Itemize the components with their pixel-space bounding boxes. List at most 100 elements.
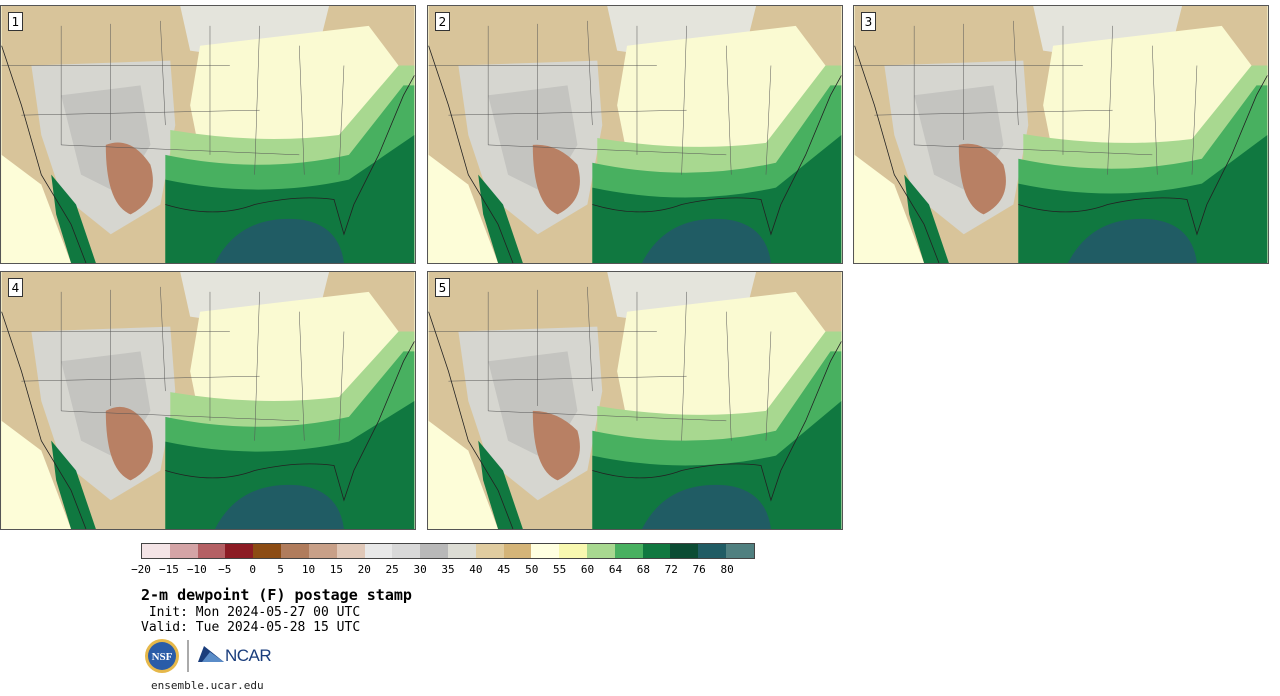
east-gulf-coastline [165, 341, 415, 502]
very-dry-region [958, 143, 1006, 215]
pacific-ocean [854, 154, 925, 263]
colorbar-cell [587, 544, 615, 558]
baja-moisture [478, 440, 523, 529]
ncar-logo-text: NCAR [225, 646, 272, 665]
pacific-ocean [428, 420, 499, 529]
colorbar-tick-label: 25 [385, 563, 399, 576]
state-boundaries [428, 20, 772, 175]
colorbar-tick-label: 40 [469, 563, 483, 576]
colorbar-tick-label: 76 [692, 563, 706, 576]
colorbar-tick-label: 30 [413, 563, 427, 576]
colorbar-tick-label: 20 [357, 563, 371, 576]
colorbar-cell [225, 544, 254, 558]
colorbar-tick-label: 50 [525, 563, 539, 576]
pacific-ocean [1, 154, 72, 263]
nsf-logo: NSF [145, 639, 179, 673]
state-boundaries [428, 286, 772, 441]
init-time: Init: Mon 2024-05-27 00 UTC [141, 605, 361, 620]
gulf-of-mexico [214, 484, 344, 529]
colorbar-cell [392, 544, 421, 558]
colorbar-cell [614, 544, 643, 558]
colorbar-cell [253, 544, 282, 558]
colorbar-cell [364, 544, 393, 558]
chart-title: 2-m dewpoint (F) postage stamp [141, 586, 412, 604]
member-panel-5: 5 [427, 271, 843, 530]
state-boundaries [1, 286, 345, 441]
state-boundaries [854, 20, 1198, 175]
colorbar-tick-label: 10 [301, 563, 316, 576]
logos: NSF [145, 639, 224, 673]
colorbar-tick-label: −5 [218, 563, 232, 576]
colorbar-cell [475, 544, 504, 558]
east-gulf-coastline [592, 341, 842, 502]
colorbar-cell [197, 544, 226, 558]
state-boundaries [1, 20, 345, 175]
colorbar-tick-label: 68 [636, 563, 650, 576]
west-coastline [428, 45, 514, 263]
dewpoint-map [1, 272, 415, 529]
colorbar-cell [642, 544, 671, 558]
member-panel-3: 3 [853, 5, 1269, 264]
west-coastline [854, 45, 940, 263]
colorbar-tick-label: 55 [553, 563, 567, 576]
colorbar-cell [142, 544, 170, 558]
colorbar-tick-label: 0 [249, 563, 256, 576]
colorbar-tick-label: 35 [441, 563, 455, 576]
colorbar-tick-label: 60 [580, 563, 595, 576]
nsf-logo-text: NSF [152, 651, 173, 663]
colorbar-tick-label: −15 [158, 563, 179, 576]
colorbar-tick-label: 80 [720, 563, 734, 576]
colorbar-cell [447, 544, 476, 558]
member-panel-1: 1 [0, 5, 416, 264]
member-label: 3 [861, 12, 876, 31]
colorbar-cell [336, 544, 365, 558]
baja-moisture [51, 174, 96, 263]
very-dry-region [532, 410, 580, 481]
dewpoint-map [854, 6, 1268, 263]
member-label: 5 [435, 278, 450, 297]
colorbar-tick-label: −20 [131, 563, 151, 576]
baja-moisture [904, 174, 949, 263]
colorbar-cell [308, 544, 337, 558]
east-gulf-coastline [165, 75, 415, 236]
member-panel-4: 4 [0, 271, 416, 530]
colorbar-tick-label: 15 [329, 563, 343, 576]
gulf-of-mexico [1067, 218, 1197, 263]
colorbar-tick-label: 5 [277, 563, 284, 576]
very-dry-region [532, 144, 580, 215]
colorbar-tick-label: −10 [186, 563, 207, 576]
dewpoint-map [1, 6, 415, 263]
west-coastline [1, 311, 87, 529]
gulf-of-mexico [641, 218, 771, 263]
baja-moisture [478, 174, 523, 263]
dewpoint-map [428, 6, 842, 263]
member-label: 2 [435, 12, 450, 31]
pacific-ocean [1, 420, 72, 529]
gulf-of-mexico [641, 484, 771, 529]
colorbar-cell [726, 544, 754, 558]
baja-moisture [51, 440, 96, 529]
colorbar [141, 543, 755, 559]
colorbar-cell [670, 544, 699, 558]
member-label: 1 [8, 12, 23, 31]
valid-time: Valid: Tue 2024-05-28 15 UTC [141, 620, 361, 635]
colorbar-cell [281, 544, 309, 558]
colorbar-tick-label: 64 [608, 563, 623, 576]
colorbar-tick-label: 72 [664, 563, 678, 576]
site-url: ensemble.ucar.edu [151, 679, 264, 692]
colorbar-cell [559, 544, 587, 558]
member-label: 4 [8, 278, 23, 297]
colorbar-cell [420, 544, 448, 558]
very-dry-region [105, 142, 153, 215]
colorbar-cell [503, 544, 532, 558]
land-moist [617, 291, 826, 431]
west-coastline [1, 45, 87, 263]
east-gulf-coastline [1018, 75, 1268, 236]
gulf-of-mexico [214, 218, 344, 263]
dewpoint-map [428, 272, 842, 529]
very-dry-region [105, 406, 153, 481]
ncar-logo [198, 646, 224, 662]
west-coastline [428, 311, 514, 529]
east-gulf-coastline [592, 75, 842, 236]
colorbar-tick-label: 45 [497, 563, 511, 576]
